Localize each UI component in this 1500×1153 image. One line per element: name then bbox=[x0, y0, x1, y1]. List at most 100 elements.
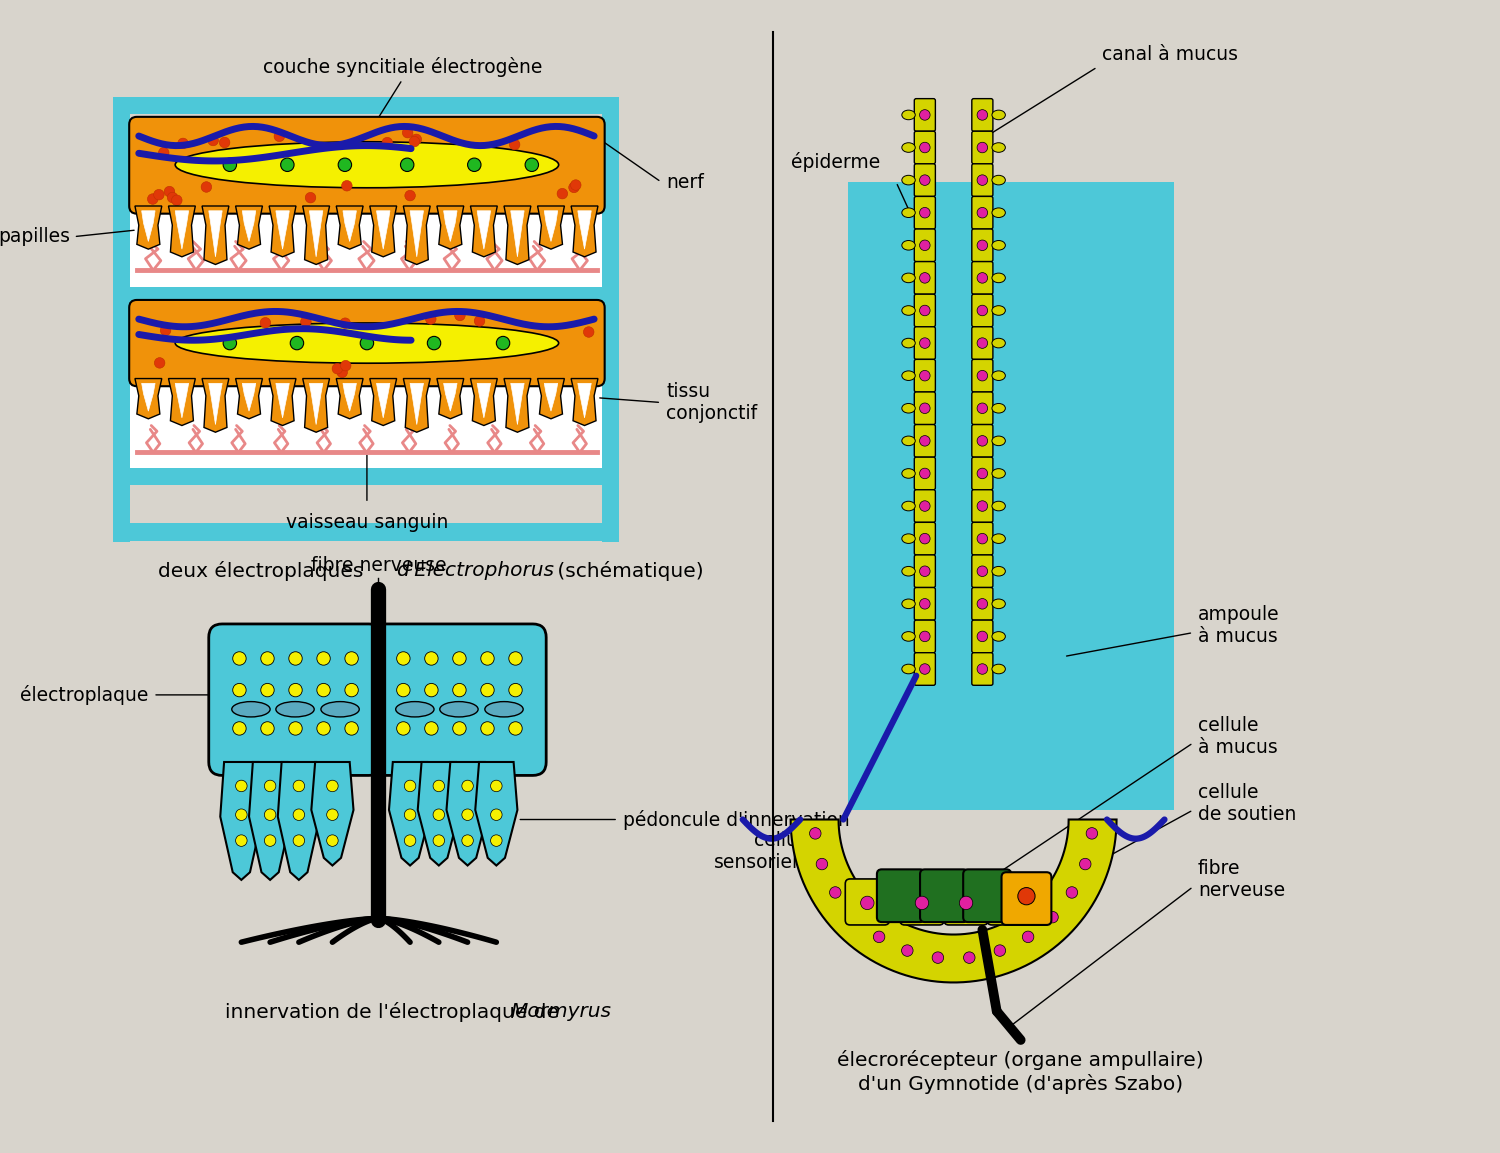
Circle shape bbox=[976, 598, 987, 609]
Circle shape bbox=[261, 651, 274, 665]
Polygon shape bbox=[135, 378, 162, 419]
Polygon shape bbox=[388, 762, 430, 866]
Ellipse shape bbox=[992, 143, 1005, 152]
Circle shape bbox=[490, 781, 502, 792]
Bar bbox=[130, 120, 602, 287]
Circle shape bbox=[340, 318, 351, 329]
Circle shape bbox=[920, 175, 930, 186]
Circle shape bbox=[960, 896, 974, 910]
Polygon shape bbox=[476, 762, 518, 866]
FancyBboxPatch shape bbox=[915, 360, 936, 392]
Circle shape bbox=[236, 781, 248, 792]
Ellipse shape bbox=[992, 111, 1005, 120]
Text: d'un Gymnotide (d'après Szabo): d'un Gymnotide (d'après Szabo) bbox=[858, 1073, 1184, 1093]
Polygon shape bbox=[578, 383, 591, 417]
Circle shape bbox=[290, 651, 302, 665]
FancyBboxPatch shape bbox=[972, 588, 993, 620]
Circle shape bbox=[327, 809, 338, 821]
Text: Mormyrus: Mormyrus bbox=[510, 1002, 612, 1020]
Ellipse shape bbox=[992, 306, 1005, 315]
Circle shape bbox=[920, 142, 930, 153]
Polygon shape bbox=[444, 383, 458, 412]
Circle shape bbox=[509, 651, 522, 665]
Polygon shape bbox=[417, 762, 460, 866]
Ellipse shape bbox=[992, 273, 1005, 282]
Polygon shape bbox=[168, 206, 195, 257]
Circle shape bbox=[1080, 858, 1090, 869]
Circle shape bbox=[280, 158, 294, 172]
Circle shape bbox=[482, 684, 494, 696]
Ellipse shape bbox=[902, 241, 915, 250]
Ellipse shape bbox=[902, 436, 915, 446]
Circle shape bbox=[454, 310, 465, 321]
Circle shape bbox=[433, 835, 444, 846]
Circle shape bbox=[342, 181, 352, 191]
Polygon shape bbox=[312, 762, 354, 866]
Bar bbox=[847, 182, 1174, 809]
Polygon shape bbox=[268, 378, 296, 425]
Bar bbox=[112, 105, 130, 542]
Circle shape bbox=[920, 404, 930, 414]
Circle shape bbox=[920, 598, 930, 609]
Polygon shape bbox=[236, 378, 262, 419]
FancyBboxPatch shape bbox=[915, 620, 936, 653]
Circle shape bbox=[433, 781, 444, 792]
Circle shape bbox=[316, 651, 330, 665]
Circle shape bbox=[453, 722, 466, 736]
Ellipse shape bbox=[902, 338, 915, 348]
Circle shape bbox=[976, 142, 987, 153]
Circle shape bbox=[405, 835, 416, 846]
FancyBboxPatch shape bbox=[915, 457, 936, 490]
Circle shape bbox=[405, 781, 416, 792]
Ellipse shape bbox=[176, 142, 558, 188]
Circle shape bbox=[920, 240, 930, 250]
Circle shape bbox=[261, 722, 274, 736]
Circle shape bbox=[292, 809, 304, 821]
Circle shape bbox=[1019, 888, 1035, 905]
Polygon shape bbox=[168, 378, 195, 425]
Polygon shape bbox=[404, 206, 430, 264]
Text: couche syncitiale électrogène: couche syncitiale électrogène bbox=[262, 56, 542, 76]
FancyBboxPatch shape bbox=[963, 869, 1011, 922]
FancyBboxPatch shape bbox=[920, 869, 968, 922]
Polygon shape bbox=[572, 378, 598, 425]
Circle shape bbox=[920, 566, 930, 576]
Ellipse shape bbox=[992, 468, 1005, 478]
Ellipse shape bbox=[902, 600, 915, 609]
Ellipse shape bbox=[992, 600, 1005, 609]
Polygon shape bbox=[477, 211, 490, 249]
Polygon shape bbox=[344, 383, 357, 412]
Text: pédoncule d'innervation: pédoncule d'innervation bbox=[622, 809, 849, 829]
Circle shape bbox=[453, 684, 466, 696]
Circle shape bbox=[424, 651, 438, 665]
Polygon shape bbox=[510, 383, 524, 424]
Polygon shape bbox=[243, 383, 255, 412]
Circle shape bbox=[462, 781, 474, 792]
Polygon shape bbox=[572, 206, 598, 257]
Circle shape bbox=[224, 337, 237, 349]
Polygon shape bbox=[344, 211, 357, 241]
Polygon shape bbox=[537, 378, 564, 419]
FancyBboxPatch shape bbox=[915, 588, 936, 620]
Bar bbox=[112, 468, 620, 485]
Polygon shape bbox=[370, 206, 396, 257]
Circle shape bbox=[290, 722, 302, 736]
Ellipse shape bbox=[992, 338, 1005, 348]
Circle shape bbox=[345, 722, 358, 736]
Polygon shape bbox=[537, 206, 564, 249]
Polygon shape bbox=[135, 206, 162, 249]
Circle shape bbox=[920, 338, 930, 348]
Circle shape bbox=[327, 781, 338, 792]
Circle shape bbox=[396, 651, 410, 665]
Circle shape bbox=[976, 208, 987, 218]
Circle shape bbox=[411, 134, 422, 144]
Circle shape bbox=[920, 110, 930, 120]
Circle shape bbox=[920, 631, 930, 642]
Ellipse shape bbox=[176, 323, 558, 363]
Polygon shape bbox=[504, 378, 531, 432]
Polygon shape bbox=[410, 383, 423, 424]
Polygon shape bbox=[790, 820, 1116, 982]
Circle shape bbox=[462, 835, 474, 846]
Bar bbox=[130, 303, 602, 469]
Circle shape bbox=[153, 189, 164, 199]
